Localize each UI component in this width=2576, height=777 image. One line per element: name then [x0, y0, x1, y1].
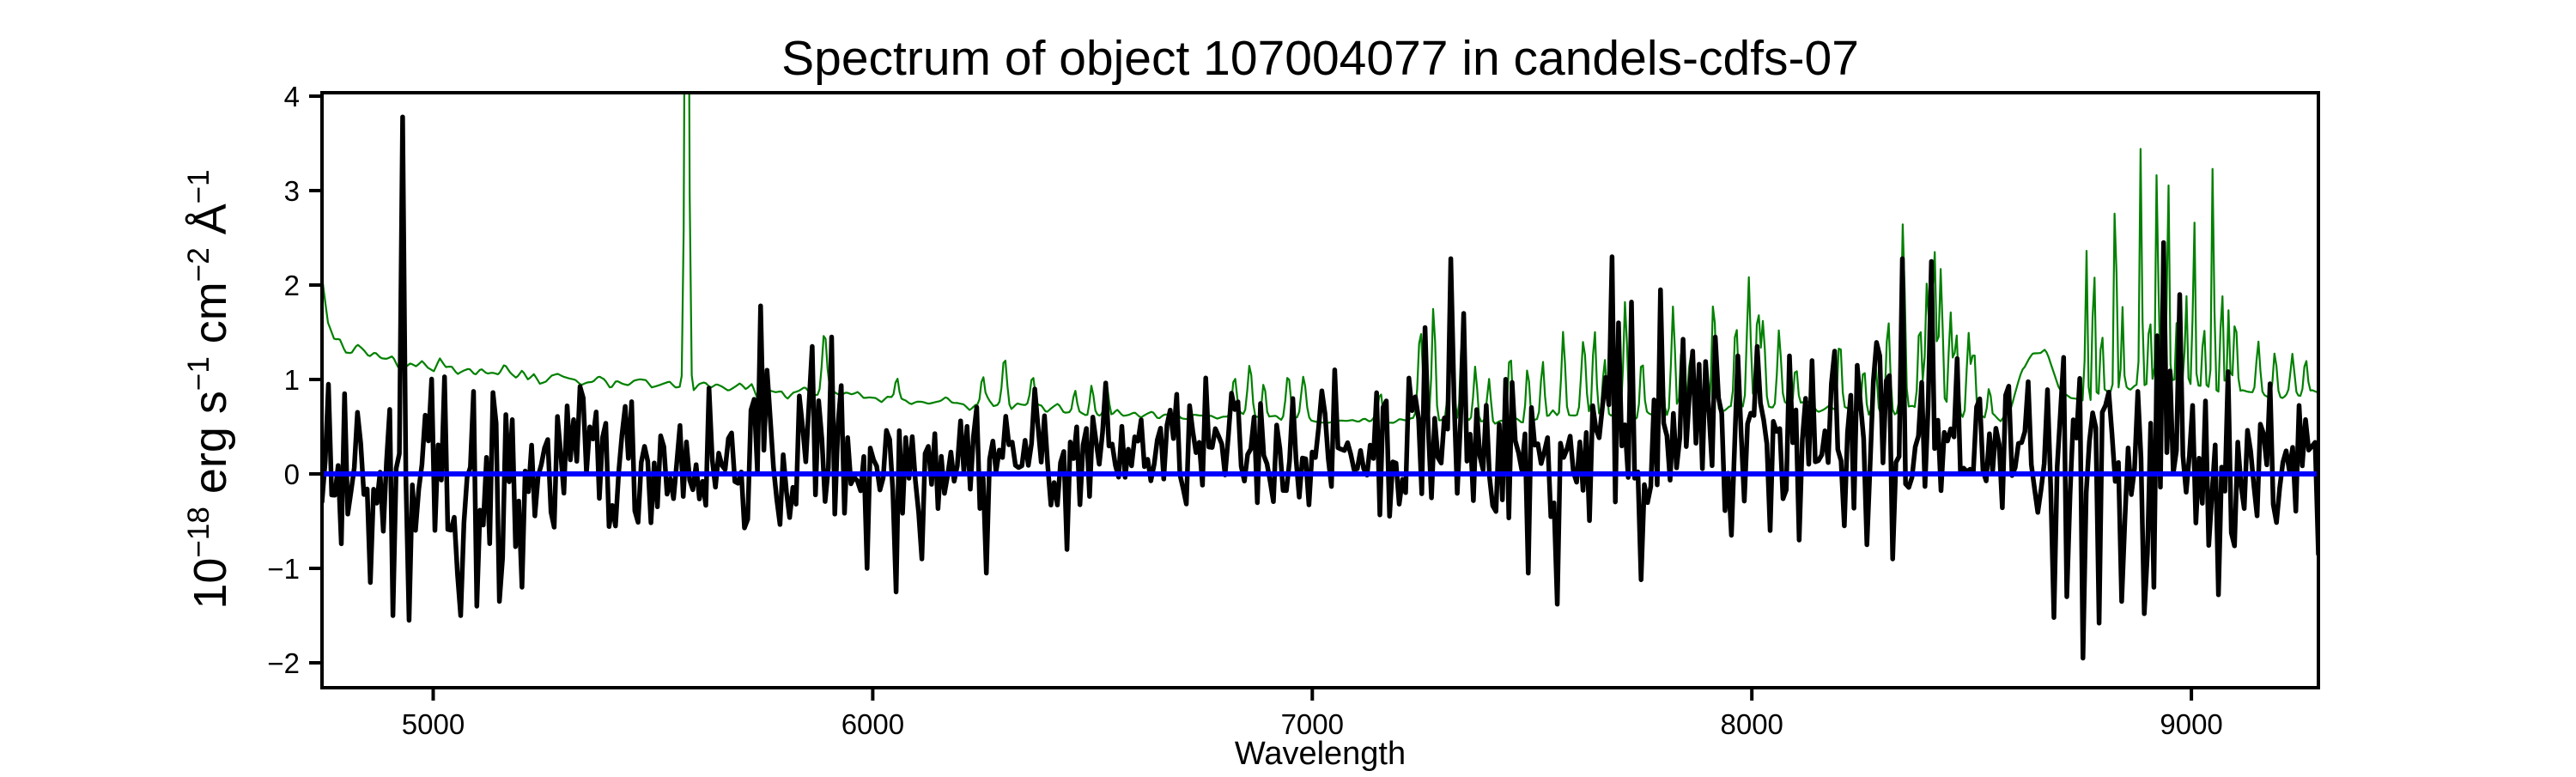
svg-text:2: 2 — [284, 270, 300, 301]
svg-text:3: 3 — [284, 175, 300, 207]
svg-text:9000: 9000 — [2160, 708, 2222, 740]
svg-text:−2: −2 — [267, 647, 300, 679]
svg-text:8000: 8000 — [1720, 708, 1783, 740]
svg-text:5000: 5000 — [402, 708, 465, 740]
svg-text:−1: −1 — [267, 553, 300, 585]
svg-text:Spectrum of object 107004077 i: Spectrum of object 107004077 in candels-… — [781, 31, 1859, 86]
svg-text:0: 0 — [284, 458, 300, 490]
svg-text:6000: 6000 — [841, 708, 904, 740]
svg-text:1: 1 — [284, 364, 300, 396]
svg-text:7000: 7000 — [1281, 708, 1344, 740]
svg-text:Wavelength: Wavelength — [1235, 736, 1406, 772]
svg-text:4: 4 — [284, 81, 300, 112]
